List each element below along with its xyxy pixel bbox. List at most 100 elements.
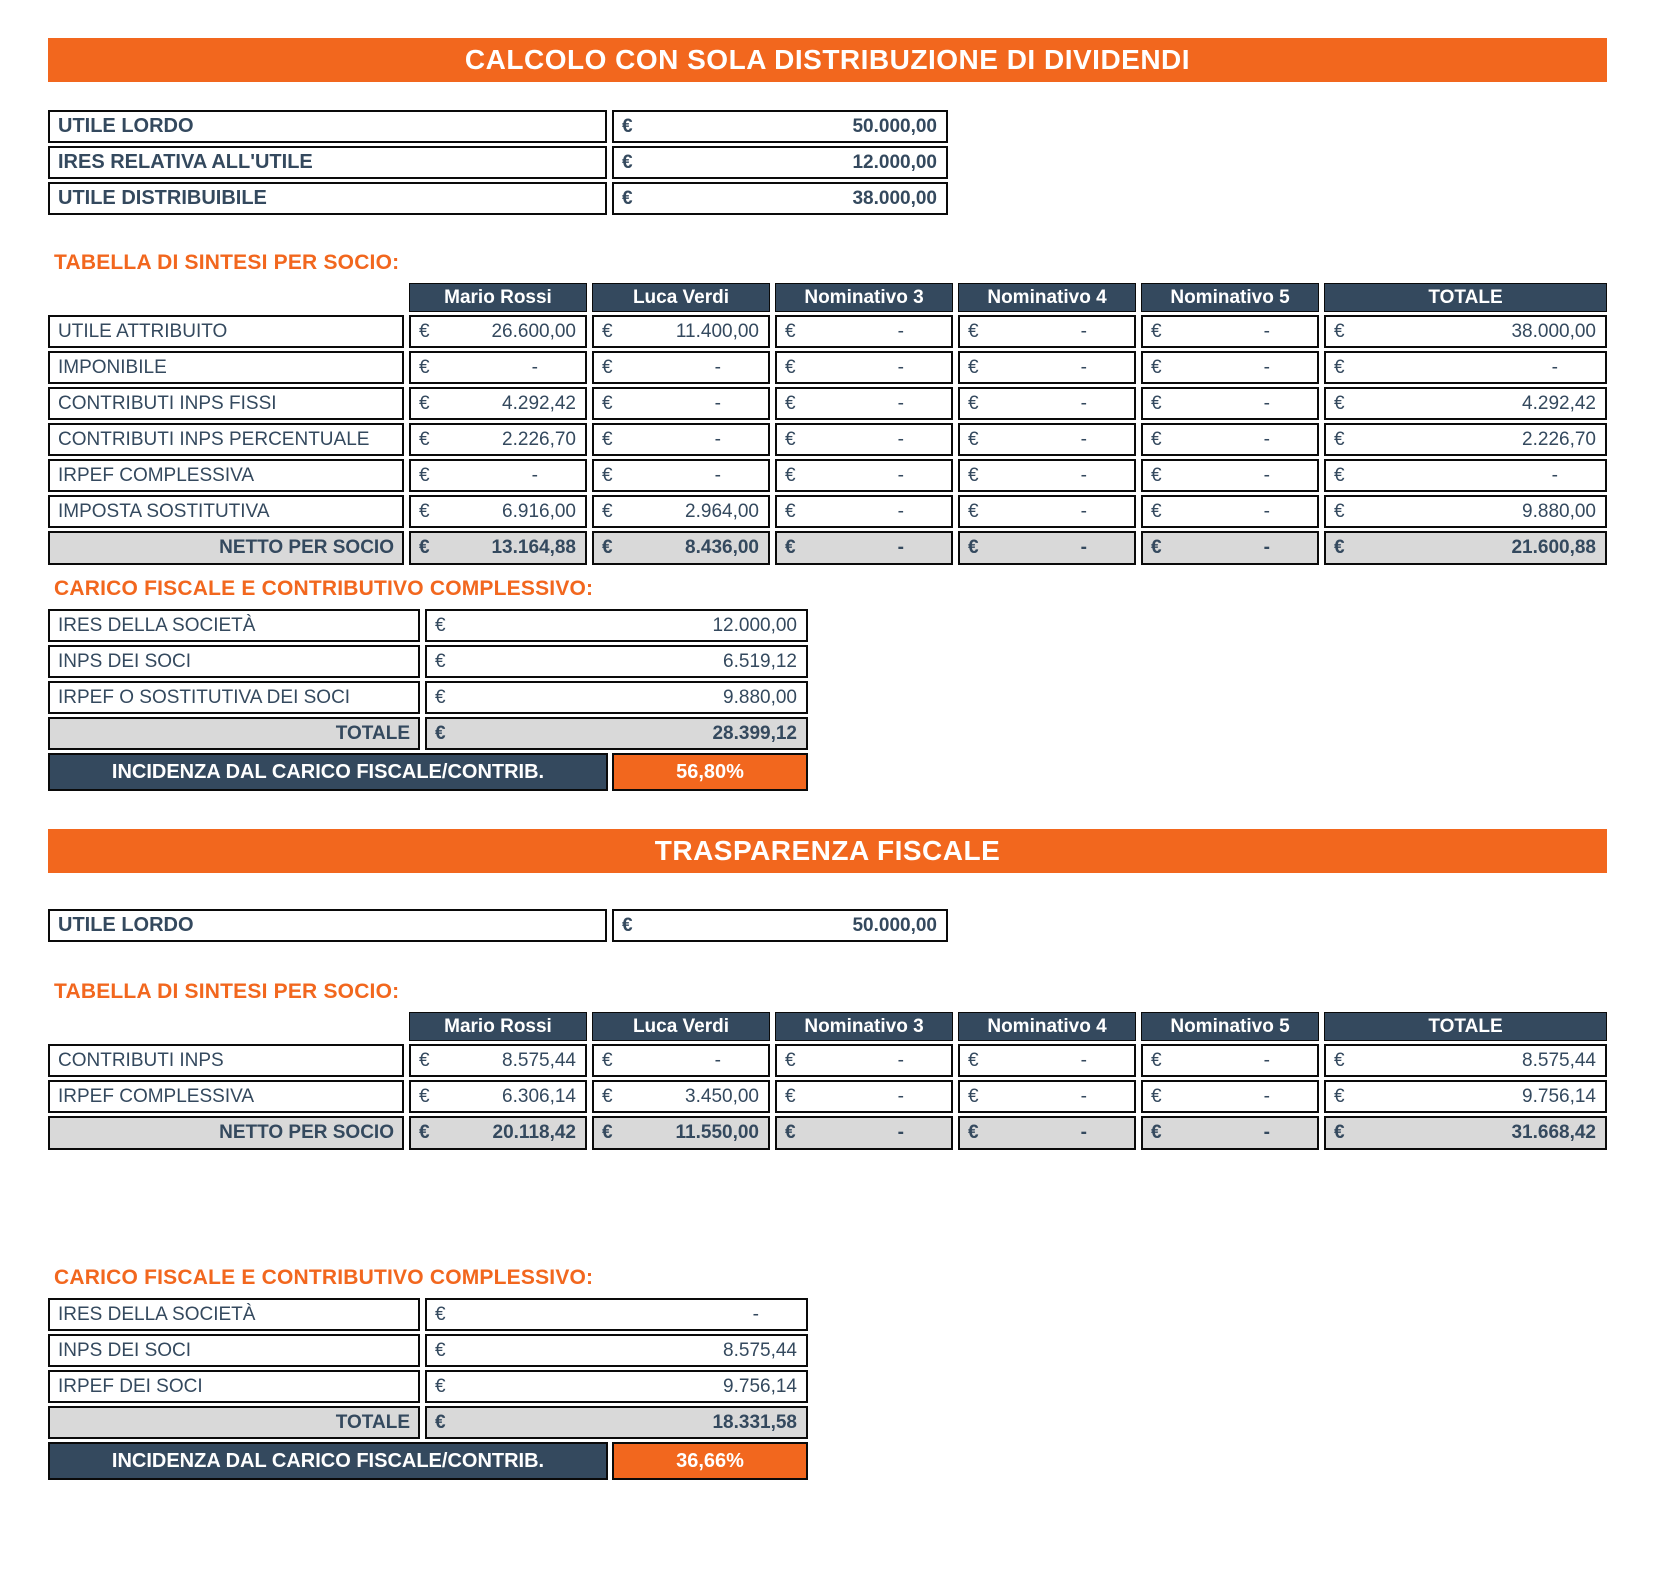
value-cell: €11.400,00	[592, 315, 770, 348]
amount: 6.519,12	[723, 650, 797, 672]
amount: 8.436,00	[685, 537, 759, 558]
value-cell: €18.331,58	[425, 1406, 808, 1439]
value-cell: €6.306,14	[409, 1080, 587, 1113]
euro-symbol: €	[1334, 1085, 1345, 1107]
value-cell: € -	[1324, 351, 1607, 384]
row-label-contributi-inps-percentuale: CONTRIBUTI INPS PERCENTUALE	[48, 423, 404, 456]
amount: -	[897, 464, 904, 486]
value-cell: € -	[958, 1116, 1136, 1150]
value-cell: € -	[958, 495, 1136, 528]
value-cell: €2.226,70	[409, 423, 587, 456]
euro-symbol: €	[968, 356, 979, 378]
euro-symbol: €	[1151, 1122, 1162, 1143]
amount: -	[1263, 356, 1270, 378]
amount: -	[1263, 428, 1270, 450]
value-cell: €8.575,44	[425, 1334, 808, 1367]
col-header-totale: TOTALE	[1324, 283, 1607, 312]
value-cell: € -	[592, 1044, 770, 1077]
value-cell: €28.399,12	[425, 717, 808, 750]
col-header-nominativo-5: Nominativo 5	[1141, 283, 1319, 312]
euro-symbol: €	[435, 1411, 446, 1433]
amount: 3.450,00	[685, 1085, 759, 1107]
value-cell: € -	[1141, 351, 1319, 384]
value-cell: € -	[1141, 423, 1319, 456]
amount: -	[1263, 464, 1270, 486]
col-header-nominativo-3: Nominativo 3	[775, 1012, 953, 1041]
euro-symbol: €	[419, 392, 430, 414]
euro-symbol: €	[419, 1049, 430, 1071]
heading-carico-dividendi: CARICO FISCALE E CONTRIBUTIVO COMPLESSIV…	[54, 577, 594, 600]
sintesi-table-trasparenza: Mario Rossi Luca Verdi Nominativo 3 Nominat…	[48, 1012, 1607, 1150]
euro-symbol: €	[602, 537, 613, 558]
banner-trasparenza: TRASPARENZA FISCALE	[48, 829, 1607, 873]
amount: -	[1080, 428, 1087, 450]
value-cell: € -	[1141, 387, 1319, 420]
incidenza-row: INCIDENZA DAL CARICO FISCALE/CONTRIB. 56,…	[48, 753, 1607, 791]
value-cell: €12.000,00	[612, 146, 948, 179]
euro-symbol: €	[968, 1085, 979, 1107]
euro-symbol: €	[785, 392, 796, 414]
row-label-contributi-inps-fissi: CONTRIBUTI INPS FISSI	[48, 387, 404, 420]
amount: 4.292,42	[502, 392, 576, 414]
value-cell: €3.450,00	[592, 1080, 770, 1113]
row-label-ires-della-societ: IRES DELLA SOCIETÀ	[48, 1298, 420, 1331]
value-cell: €11.550,00	[592, 1116, 770, 1150]
value-cell: €8.436,00	[592, 531, 770, 565]
euro-symbol: €	[622, 187, 633, 209]
euro-symbol: €	[1334, 1122, 1345, 1143]
value-cell: €20.118,42	[409, 1116, 587, 1150]
banner-dividendi: CALCOLO CON SOLA DISTRIBUZIONE DI DIVIDE…	[48, 38, 1607, 82]
amount: -	[1551, 464, 1558, 486]
amount: 6.306,14	[502, 1085, 576, 1107]
row-label-imposta-sostitutiva: IMPOSTA SOSTITUTIVA	[48, 495, 404, 528]
amount: -	[897, 428, 904, 450]
heading-carico-trasparenza: CARICO FISCALE E CONTRIBUTIVO COMPLESSIV…	[54, 1266, 594, 1289]
euro-symbol: €	[602, 356, 613, 378]
amount: -	[1080, 464, 1087, 486]
row-label-netto-per-socio: NETTO PER SOCIO	[48, 1116, 404, 1150]
value-cell: € -	[958, 1080, 1136, 1113]
amount: -	[1263, 320, 1270, 342]
carico-table-trasparenza: IRES DELLA SOCIETÀ € - INPS DEI SOCI €8.575,…	[48, 1298, 1607, 1480]
total-label: TOTALE	[48, 717, 420, 750]
row-label-inps-dei-soci: INPS DEI SOCI	[48, 1334, 420, 1367]
col-header-totale: TOTALE	[1324, 1012, 1607, 1041]
value-cell: €26.600,00	[409, 315, 587, 348]
value-cell: € -	[1141, 531, 1319, 565]
value-cell: € -	[1324, 459, 1607, 492]
euro-symbol: €	[1334, 1049, 1345, 1071]
sintesi-table-dividendi: Mario Rossi Luca Verdi Nominativo 3 Nominat…	[48, 283, 1607, 565]
value-cell: € -	[592, 351, 770, 384]
euro-symbol: €	[785, 500, 796, 522]
euro-symbol: €	[1334, 392, 1345, 414]
amount: 6.916,00	[502, 500, 576, 522]
euro-symbol: €	[435, 722, 446, 744]
euro-symbol: €	[1151, 1085, 1162, 1107]
amount: -	[1080, 392, 1087, 414]
row-label-ires-relativa-all-utile: IRES RELATIVA ALL'UTILE	[48, 146, 607, 179]
euro-symbol: €	[622, 115, 633, 137]
value-cell: €50.000,00	[612, 110, 948, 143]
row-label-irpef-complessiva: IRPEF COMPLESSIVA	[48, 459, 404, 492]
euro-symbol: €	[419, 464, 430, 486]
euro-symbol: €	[1151, 537, 1162, 558]
col-header-mario-rossi: Mario Rossi	[409, 1012, 587, 1041]
euro-symbol: €	[785, 320, 796, 342]
euro-symbol: €	[602, 1085, 613, 1107]
utile-summary-table-dividendi: UTILE LORDO €50.000,00 IRES RELATIVA ALL'U…	[48, 110, 1607, 215]
amount: 38.000,00	[852, 187, 937, 209]
amount: 26.600,00	[491, 320, 576, 342]
euro-symbol: €	[785, 356, 796, 378]
euro-symbol: €	[602, 1122, 613, 1143]
amount: 28.399,12	[712, 722, 797, 744]
value-cell: € -	[775, 1044, 953, 1077]
euro-symbol: €	[968, 392, 979, 414]
euro-symbol: €	[785, 1122, 796, 1143]
tax-calculation-sheet: CALCOLO CON SOLA DISTRIBUZIONE DI DIVIDE…	[48, 38, 1607, 1480]
value-cell: € -	[1141, 1044, 1319, 1077]
euro-symbol: €	[785, 1085, 796, 1107]
row-label-irpef-complessiva: IRPEF COMPLESSIVA	[48, 1080, 404, 1113]
amount: 20.118,42	[492, 1122, 576, 1143]
amount: 8.575,44	[723, 1339, 797, 1361]
value-cell: € -	[1141, 459, 1319, 492]
